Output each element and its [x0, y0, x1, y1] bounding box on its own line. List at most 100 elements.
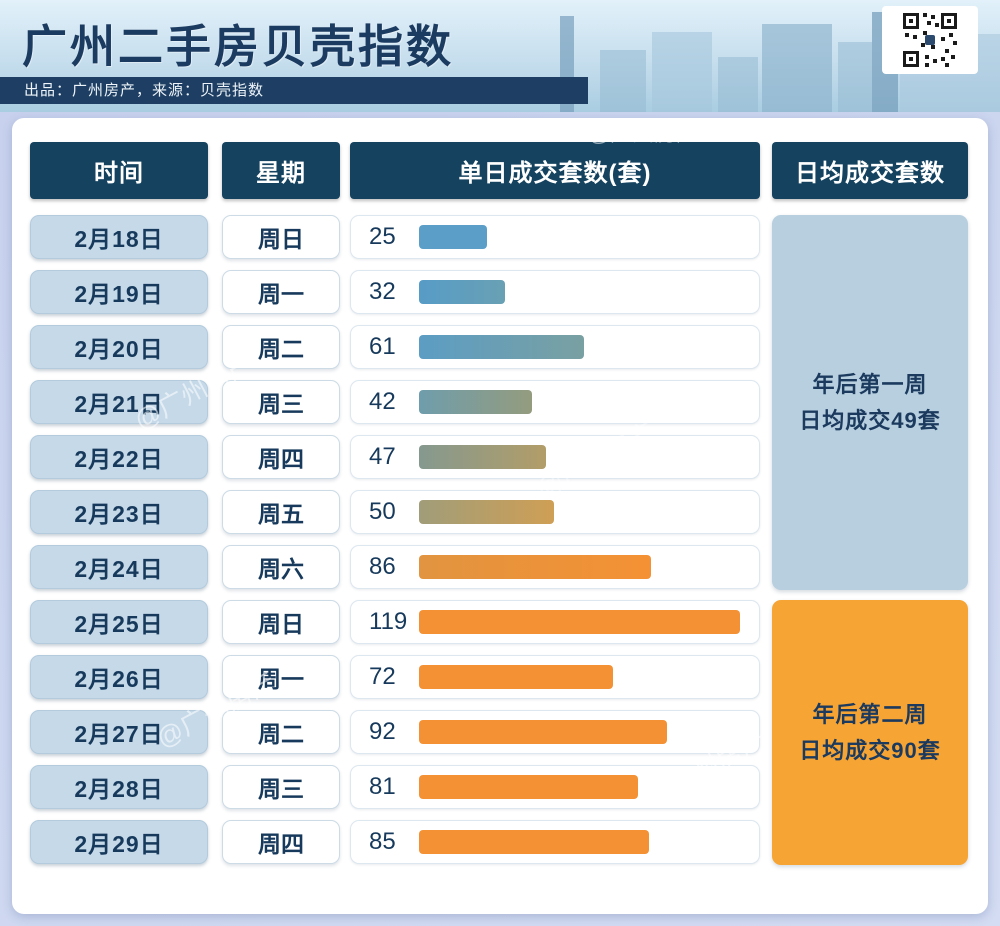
- value-bar: [419, 665, 613, 689]
- table-rows: 2月18日 周日 25 2月19日 周一 32 2月20日 周二 61: [12, 210, 988, 870]
- table-row: 2月29日 周四 85: [12, 815, 988, 870]
- date-cell: 2月28日: [30, 765, 208, 809]
- table-row: 2月25日 周日 119: [12, 595, 988, 650]
- date-cell: 2月19日: [30, 270, 208, 314]
- date-label: 2月29日: [74, 831, 164, 857]
- skyline-building: [838, 42, 872, 112]
- header-banner: 广州二手房贝壳指数 出品：广州房产，来源：贝壳指数: [0, 0, 1000, 112]
- value-label: 85: [369, 828, 396, 855]
- column-header-daily: 单日成交套数(套): [350, 142, 760, 199]
- date-label: 2月28日: [74, 776, 164, 802]
- summary-line1: 年后第二周: [812, 702, 928, 728]
- week-label: 周六: [258, 556, 304, 582]
- table-row: 2月24日 周六 86: [12, 540, 988, 595]
- week-label: 周日: [258, 611, 304, 637]
- value-cell: 32: [350, 270, 760, 314]
- date-cell: 2月20日: [30, 325, 208, 369]
- value-label: 81: [369, 773, 396, 800]
- page-title: 广州二手房贝壳指数: [22, 21, 455, 72]
- week-cell: 周二: [222, 325, 340, 369]
- value-cell: 42: [350, 380, 760, 424]
- week-label: 周一: [258, 666, 304, 692]
- value-label: 119: [369, 608, 408, 635]
- date-label: 2月26日: [74, 666, 164, 692]
- column-header-time: 时间: [30, 142, 208, 199]
- value-bar: [419, 225, 487, 249]
- value-label: 86: [369, 553, 396, 580]
- date-cell: 2月27日: [30, 710, 208, 754]
- value-bar: [419, 280, 505, 304]
- date-cell: 2月18日: [30, 215, 208, 259]
- summary-line1: 年后第一周: [812, 372, 928, 398]
- table-row: 2月20日 周二 61: [12, 320, 988, 375]
- week-cell: 周三: [222, 765, 340, 809]
- date-cell: 2月25日: [30, 600, 208, 644]
- column-header-average: 日均成交套数: [772, 142, 968, 199]
- table-row: 2月23日 周五 50: [12, 485, 988, 540]
- value-bar: [419, 390, 532, 414]
- source-caption: 出品：广州房产，来源：贝壳指数: [0, 77, 588, 104]
- value-label: 47: [369, 443, 396, 470]
- value-label: 50: [369, 498, 396, 525]
- value-cell: 86: [350, 545, 760, 589]
- skyline-building: [652, 32, 712, 112]
- value-label: 25: [369, 223, 396, 250]
- week-label: 周三: [258, 391, 304, 417]
- skyline-building: [718, 57, 758, 112]
- week-cell: 周六: [222, 545, 340, 589]
- date-cell: 2月23日: [30, 490, 208, 534]
- value-cell: 92: [350, 710, 760, 754]
- value-label: 42: [369, 388, 396, 415]
- value-label: 72: [369, 663, 396, 690]
- week-label: 周四: [258, 446, 304, 472]
- week-label: 周二: [258, 336, 304, 362]
- date-label: 2月23日: [74, 501, 164, 527]
- date-label: 2月21日: [74, 391, 164, 417]
- summary-line2: 日均成交90套: [799, 737, 941, 763]
- value-bar: [419, 555, 651, 579]
- week-label: 周一: [258, 281, 304, 307]
- value-cell: 72: [350, 655, 760, 699]
- week-cell: 周一: [222, 270, 340, 314]
- value-bar: [419, 720, 667, 744]
- value-cell: 47: [350, 435, 760, 479]
- table-row: 2月19日 周一 32: [12, 265, 988, 320]
- table-row: 2月28日 周三 81: [12, 760, 988, 815]
- table-row: 2月27日 周二 92: [12, 705, 988, 760]
- value-label: 92: [369, 718, 396, 745]
- date-label: 2月18日: [74, 226, 164, 252]
- value-bar: [419, 335, 584, 359]
- week-cell: 周一: [222, 655, 340, 699]
- week-label: 周四: [258, 831, 304, 857]
- value-bar: [419, 500, 554, 524]
- value-bar: [419, 610, 740, 634]
- date-cell: 2月21日: [30, 380, 208, 424]
- date-label: 2月22日: [74, 446, 164, 472]
- table-row: 2月22日 周四 47: [12, 430, 988, 485]
- date-label: 2月20日: [74, 336, 164, 362]
- date-cell: 2月24日: [30, 545, 208, 589]
- week-label: 周二: [258, 721, 304, 747]
- value-cell: 81: [350, 765, 760, 809]
- value-label: 32: [369, 278, 396, 305]
- week-cell: 周日: [222, 600, 340, 644]
- column-header-week: 星期: [222, 142, 340, 199]
- value-cell: 119: [350, 600, 760, 644]
- skyline-building: [600, 50, 646, 112]
- table-row: 2月21日 周三 42: [12, 375, 988, 430]
- week-cell: 周三: [222, 380, 340, 424]
- qr-code-pattern: [901, 11, 959, 69]
- week-cell: 周五: [222, 490, 340, 534]
- week-label: 周三: [258, 776, 304, 802]
- skyline-building: [762, 24, 832, 112]
- value-cell: 61: [350, 325, 760, 369]
- date-label: 2月24日: [74, 556, 164, 582]
- date-cell: 2月26日: [30, 655, 208, 699]
- week-cell: 周二: [222, 710, 340, 754]
- date-cell: 2月29日: [30, 820, 208, 864]
- value-label: 61: [369, 333, 396, 360]
- date-label: 2月19日: [74, 281, 164, 307]
- value-bar: [419, 775, 638, 799]
- date-label: 2月27日: [74, 721, 164, 747]
